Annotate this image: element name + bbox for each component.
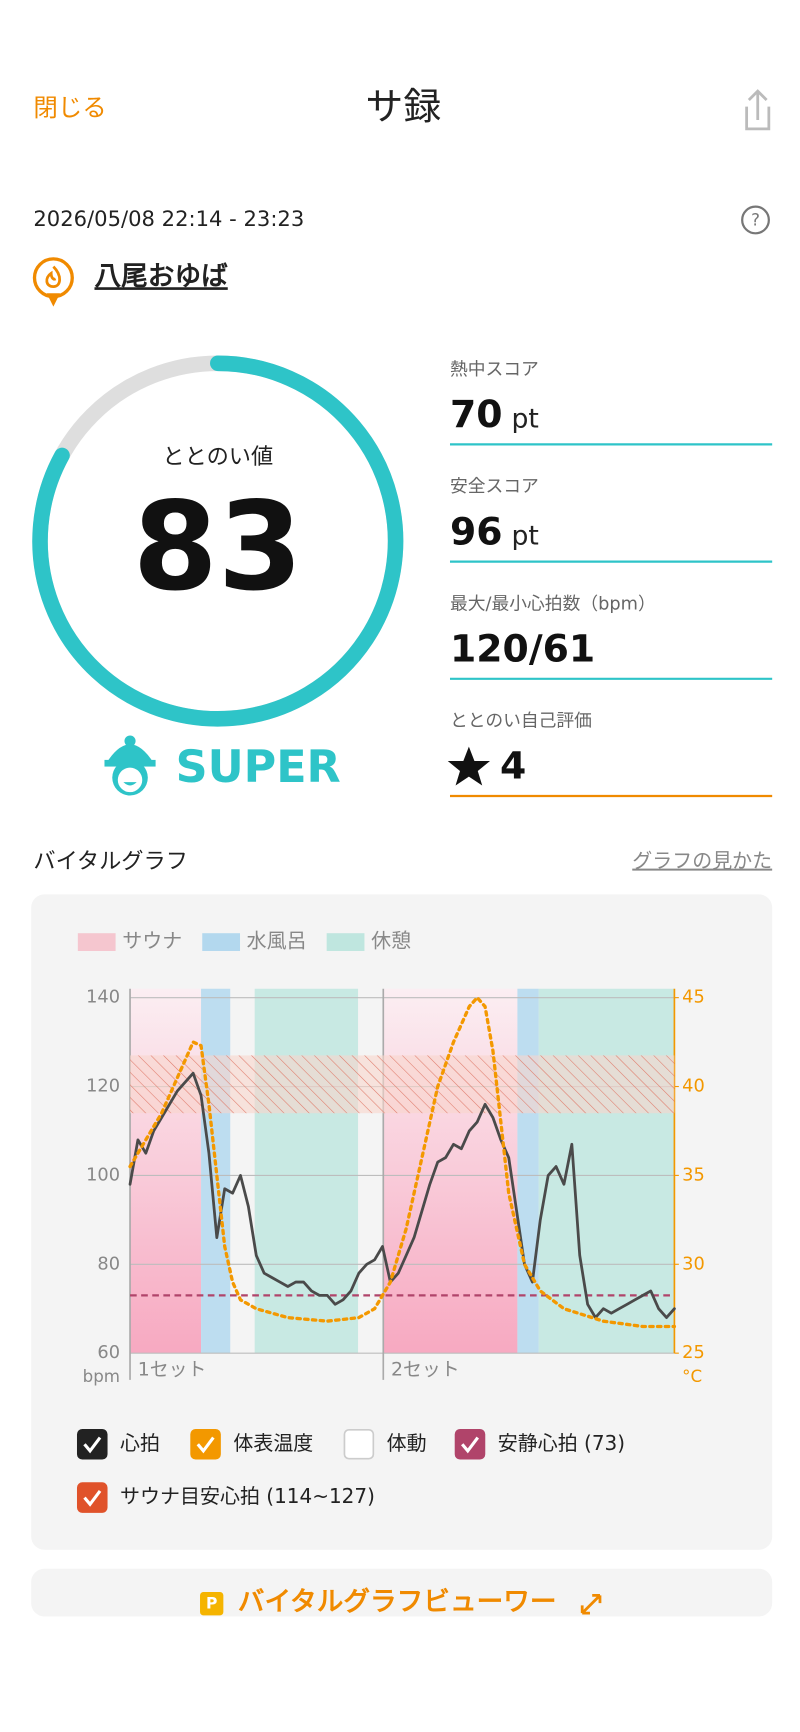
set-label: 1セット: [138, 1358, 207, 1380]
stat-value: 4: [500, 744, 526, 788]
target-band: [130, 1055, 675, 1114]
close-button[interactable]: 閉じる: [33, 93, 106, 122]
session-datetime: 2026/05/08 22:14 - 23:23: [33, 206, 304, 231]
stat-label: ととのい自己評価: [450, 711, 592, 732]
legend-checkbox: [76, 1428, 108, 1460]
star-icon: [447, 746, 490, 786]
phase-band: [254, 988, 359, 1354]
page-title: サ録: [366, 84, 442, 128]
heart-rate-line: [128, 1071, 676, 1319]
check-mark: [461, 1436, 480, 1454]
phase-legend-label: 休憩: [371, 929, 411, 953]
score-value: 83: [133, 476, 303, 618]
help-link[interactable]: グラフの見かた: [632, 849, 772, 873]
stat-unit: pt: [511, 403, 538, 434]
stat-label: 安全スコア: [450, 476, 539, 497]
check-mark: [83, 1489, 102, 1507]
set-label: 2セット: [391, 1358, 460, 1380]
score-label: ととのい値: [162, 444, 273, 470]
stat-label: 最大/最小心拍数（bpm）: [450, 593, 656, 614]
legend-label: 体動: [387, 1431, 427, 1455]
legend-label: サウナ目安心拍 (114~127): [120, 1484, 375, 1508]
y2-unit: °C: [682, 1367, 702, 1386]
phase-swatch: [77, 933, 116, 951]
viewer-label: バイタルグラフビューワー: [238, 1587, 557, 1618]
y-tick-label: 120: [86, 1077, 120, 1097]
y-unit: bpm: [83, 1367, 120, 1386]
stat-value: 96: [450, 509, 503, 553]
legend-checkbox: [76, 1482, 108, 1513]
y2-tick-label: 25: [682, 1343, 705, 1363]
stat-label: 熱中スコア: [450, 359, 539, 380]
phase-legend-label: サウナ: [122, 929, 182, 953]
bottom-blank: [0, 1616, 800, 1732]
y2-tick-label: 40: [682, 1077, 705, 1097]
legend-label: 体表温度: [233, 1431, 313, 1455]
temperature-line: [128, 995, 677, 1329]
expand-icon: [580, 1593, 602, 1615]
legend-checkbox: [454, 1428, 486, 1460]
level-icon: [104, 735, 156, 796]
legend-checkbox: [343, 1428, 375, 1460]
y-tick-label: 140: [86, 988, 120, 1008]
y-tick-label: 80: [97, 1254, 120, 1274]
phase-legend-label: 水風呂: [247, 929, 307, 953]
check-mark: [196, 1436, 215, 1454]
stat-value: 120/61: [450, 627, 595, 671]
level-text: SUPER: [176, 742, 341, 793]
stat-value: 70: [450, 392, 503, 436]
badge-text: P: [206, 1595, 217, 1613]
phase-band: [130, 988, 202, 1354]
legend-checkbox: [190, 1428, 221, 1460]
y2-tick-label: 35: [682, 1165, 705, 1185]
phase-swatch: [326, 933, 365, 951]
share-icon[interactable]: [745, 89, 771, 131]
facility-icon: [32, 257, 74, 307]
check-mark: [83, 1436, 102, 1454]
legend-label: 心拍: [120, 1431, 160, 1455]
y2-tick-label: 45: [682, 988, 705, 1008]
help-icon[interactable]: ?: [741, 205, 770, 235]
gauge-arc: [32, 355, 404, 727]
phase-band: [517, 988, 539, 1354]
y2-tick-label: 30: [682, 1254, 705, 1274]
phase-band: [383, 988, 518, 1354]
svg-text:?: ?: [751, 211, 760, 230]
section-title: バイタルグラフ: [33, 849, 188, 875]
y-tick-label: 100: [86, 1165, 120, 1185]
stat-unit: pt: [511, 521, 538, 552]
facility-link[interactable]: 八尾おゆば: [94, 261, 228, 292]
phase-swatch: [202, 933, 241, 951]
legend-label: 安静心拍 (73): [498, 1431, 625, 1455]
badge: [200, 1592, 224, 1616]
y-tick-label: 60: [97, 1343, 120, 1363]
